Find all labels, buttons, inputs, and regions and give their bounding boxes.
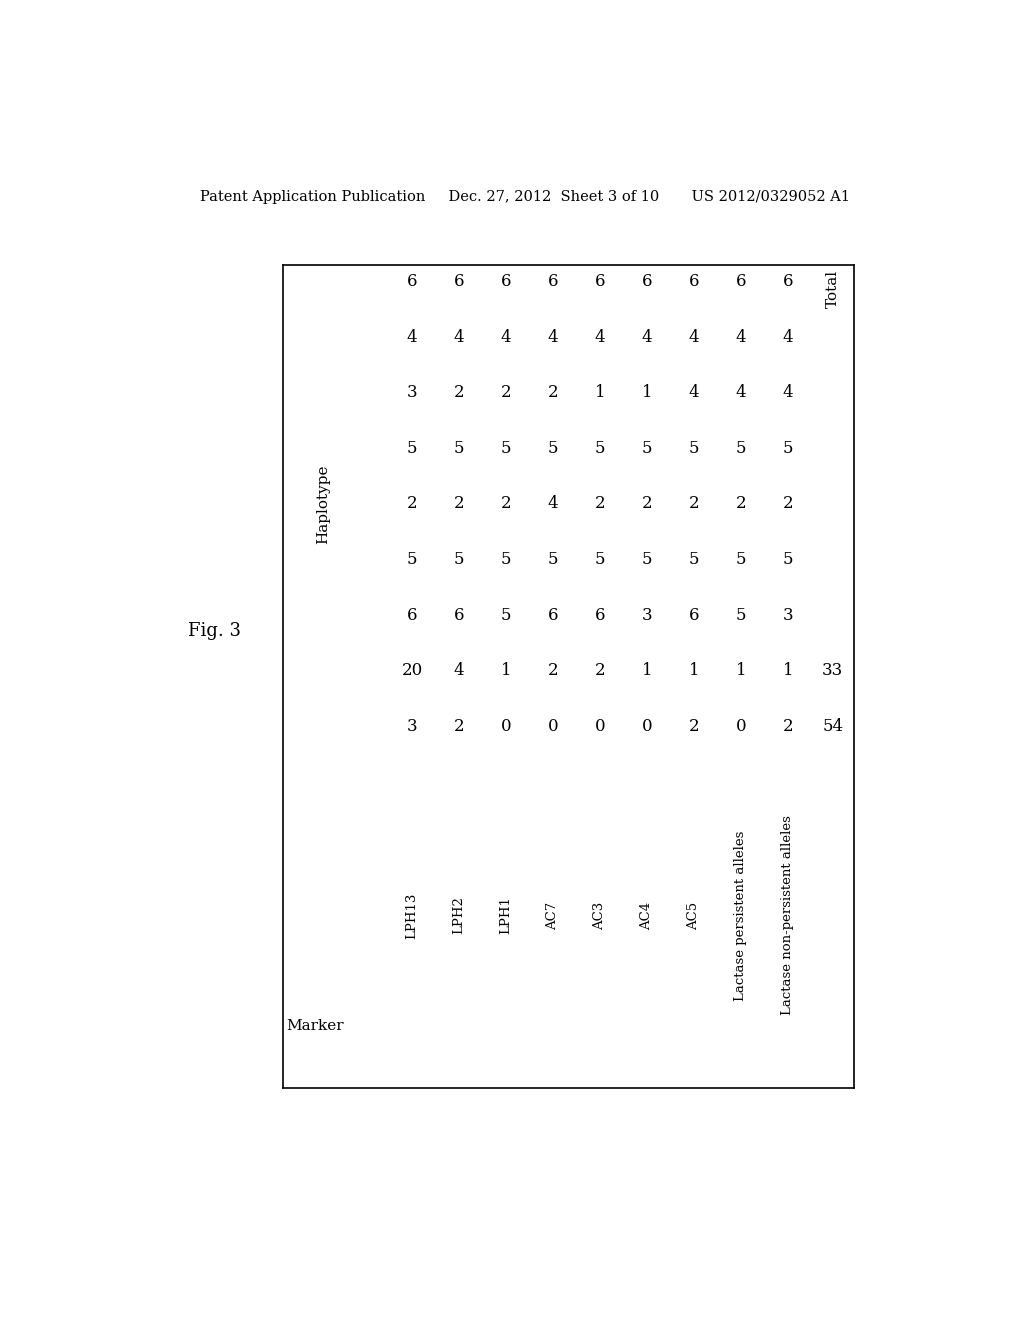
Text: 4: 4 [548,329,558,346]
Text: 2: 2 [595,663,605,680]
Text: 4: 4 [688,384,699,401]
Text: 6: 6 [642,273,652,290]
Text: 1: 1 [642,384,652,401]
Text: 4: 4 [735,384,746,401]
Text: 5: 5 [735,440,746,457]
Text: 2: 2 [735,495,746,512]
Text: 6: 6 [735,273,746,290]
Text: 6: 6 [454,273,464,290]
Text: 2: 2 [454,495,464,512]
Text: 5: 5 [501,607,511,623]
Text: 5: 5 [642,550,652,568]
Text: 5: 5 [407,550,417,568]
Text: 4: 4 [501,329,511,346]
Text: 6: 6 [454,607,464,623]
Text: 5: 5 [735,550,746,568]
Text: 2: 2 [454,384,464,401]
Text: 5: 5 [688,550,699,568]
Text: Lactase persistent alleles: Lactase persistent alleles [734,830,748,1001]
Text: 1: 1 [501,663,511,680]
Text: 0: 0 [501,718,511,735]
Text: 4: 4 [642,329,652,346]
Text: 4: 4 [688,329,699,346]
Text: 5: 5 [454,440,464,457]
Text: 4: 4 [595,329,605,346]
Text: 5: 5 [735,607,746,623]
Text: 2: 2 [782,495,794,512]
Text: 4: 4 [735,329,746,346]
Text: 2: 2 [595,495,605,512]
Text: 54: 54 [822,718,844,735]
Text: 2: 2 [454,718,464,735]
Text: LPH1: LPH1 [500,896,512,935]
Text: 5: 5 [548,440,558,457]
Text: 2: 2 [501,384,511,401]
Text: 0: 0 [595,718,605,735]
Text: 2: 2 [688,718,699,735]
Text: 5: 5 [501,440,511,457]
Text: 6: 6 [501,273,511,290]
Text: 5: 5 [642,440,652,457]
Text: LPH2: LPH2 [453,896,466,935]
Text: 4: 4 [407,329,417,346]
Text: Lactase non-persistent alleles: Lactase non-persistent alleles [781,816,795,1015]
Text: 6: 6 [688,273,699,290]
Text: 3: 3 [407,718,417,735]
Text: 1: 1 [688,663,699,680]
Text: AC3: AC3 [593,902,606,929]
Text: 6: 6 [688,607,699,623]
Text: 3: 3 [407,384,417,401]
Text: 5: 5 [501,550,511,568]
Text: 4: 4 [454,663,464,680]
Text: 6: 6 [595,607,605,623]
Text: 5: 5 [688,440,699,457]
Text: 0: 0 [642,718,652,735]
Text: 33: 33 [822,663,844,680]
Text: 0: 0 [548,718,558,735]
Text: 4: 4 [548,495,558,512]
Text: 5: 5 [782,550,793,568]
Text: 5: 5 [548,550,558,568]
Text: 3: 3 [642,607,652,623]
Text: 5: 5 [595,550,605,568]
Text: Fig. 3: Fig. 3 [187,622,241,640]
Text: 2: 2 [642,495,652,512]
Text: 2: 2 [548,384,558,401]
Text: AC5: AC5 [687,902,700,929]
Text: 4: 4 [782,329,794,346]
Text: Total: Total [825,271,840,309]
Text: 6: 6 [407,607,417,623]
Text: 2: 2 [407,495,417,512]
Text: 4: 4 [782,384,794,401]
Text: 1: 1 [782,663,794,680]
Text: 6: 6 [782,273,793,290]
Text: 5: 5 [595,440,605,457]
Text: 5: 5 [454,550,464,568]
Text: 2: 2 [688,495,699,512]
Text: Patent Application Publication     Dec. 27, 2012  Sheet 3 of 10       US 2012/03: Patent Application Publication Dec. 27, … [200,190,850,205]
Text: 5: 5 [782,440,793,457]
Text: 6: 6 [548,273,558,290]
Text: 5: 5 [407,440,417,457]
Text: 1: 1 [595,384,605,401]
Text: 1: 1 [642,663,652,680]
Text: 3: 3 [782,607,794,623]
Text: LPH13: LPH13 [406,892,419,939]
Text: 4: 4 [454,329,464,346]
Text: 2: 2 [501,495,511,512]
Text: 6: 6 [407,273,417,290]
Text: 1: 1 [735,663,746,680]
Text: 6: 6 [548,607,558,623]
Text: AC4: AC4 [640,902,653,929]
Text: AC7: AC7 [547,902,559,929]
Text: 0: 0 [735,718,746,735]
Text: 6: 6 [595,273,605,290]
Text: 20: 20 [401,663,423,680]
Text: 2: 2 [782,718,794,735]
Text: 2: 2 [548,663,558,680]
Text: Haplotype: Haplotype [316,465,330,544]
Text: Marker: Marker [287,1019,344,1034]
